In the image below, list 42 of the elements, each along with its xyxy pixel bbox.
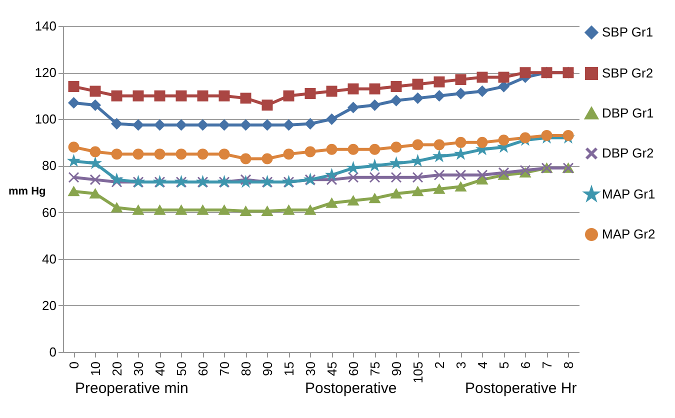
x-tick-label: 3 xyxy=(453,362,468,369)
x-tick-label: 90 xyxy=(388,362,404,376)
legend-label: DBP Gr1 xyxy=(602,106,654,120)
x-tick-label: 2 xyxy=(432,362,447,369)
x-tick-label: 105 xyxy=(410,362,426,384)
x-tick-label: 50 xyxy=(174,362,189,376)
x-tick-label: 15 xyxy=(281,362,296,376)
legend-label: SBP Gr1 xyxy=(602,24,654,40)
x-tick-label: 40 xyxy=(152,362,168,376)
x-tick-label: 45 xyxy=(324,362,340,376)
text: Postoperative Hr xyxy=(465,380,577,397)
x-tick-label: 60 xyxy=(346,362,361,376)
x-tick-label: 6 xyxy=(518,362,533,369)
x-tick-label: 4 xyxy=(474,362,490,369)
y-tick-label: 0 xyxy=(49,344,56,360)
y-axis-title: mm Hg xyxy=(8,186,46,198)
x-tick-label: 8 xyxy=(560,362,576,369)
legend-label: DBP Gr2 xyxy=(602,146,654,160)
x-tick-label: 70 xyxy=(216,362,232,376)
x-tick-label: 7 xyxy=(539,362,554,369)
text: Postoperative xyxy=(305,380,397,397)
x-tick-label: 80 xyxy=(238,362,254,376)
x-tick-label: 5 xyxy=(496,362,512,369)
legend-label: SBP Gr2 xyxy=(602,66,654,80)
x-tick-label: 10 xyxy=(88,362,103,376)
legend-label: MAP Gr2 xyxy=(602,226,656,242)
y-tick-label: 80 xyxy=(42,158,56,174)
y-tick-label: 40 xyxy=(42,251,56,266)
y-tick-label: 120 xyxy=(34,65,56,80)
x-tick-label: 30 xyxy=(130,362,146,376)
y-tick-label: 60 xyxy=(42,204,56,220)
y-tick-label: 140 xyxy=(34,18,56,34)
text: Preoperative min xyxy=(75,380,188,397)
x-tick-label: 20 xyxy=(109,362,124,376)
x-tick-label: 75 xyxy=(367,362,382,376)
y-tick-label: 20 xyxy=(42,298,56,313)
x-tick-label: 90 xyxy=(260,362,275,376)
x-tick-label: 30 xyxy=(302,362,318,376)
x-tick-label: 60 xyxy=(195,362,210,376)
x-tick-label: 0 xyxy=(66,362,82,369)
legend-label: MAP Gr1 xyxy=(602,186,656,202)
y-tick-label: 100 xyxy=(34,112,56,127)
